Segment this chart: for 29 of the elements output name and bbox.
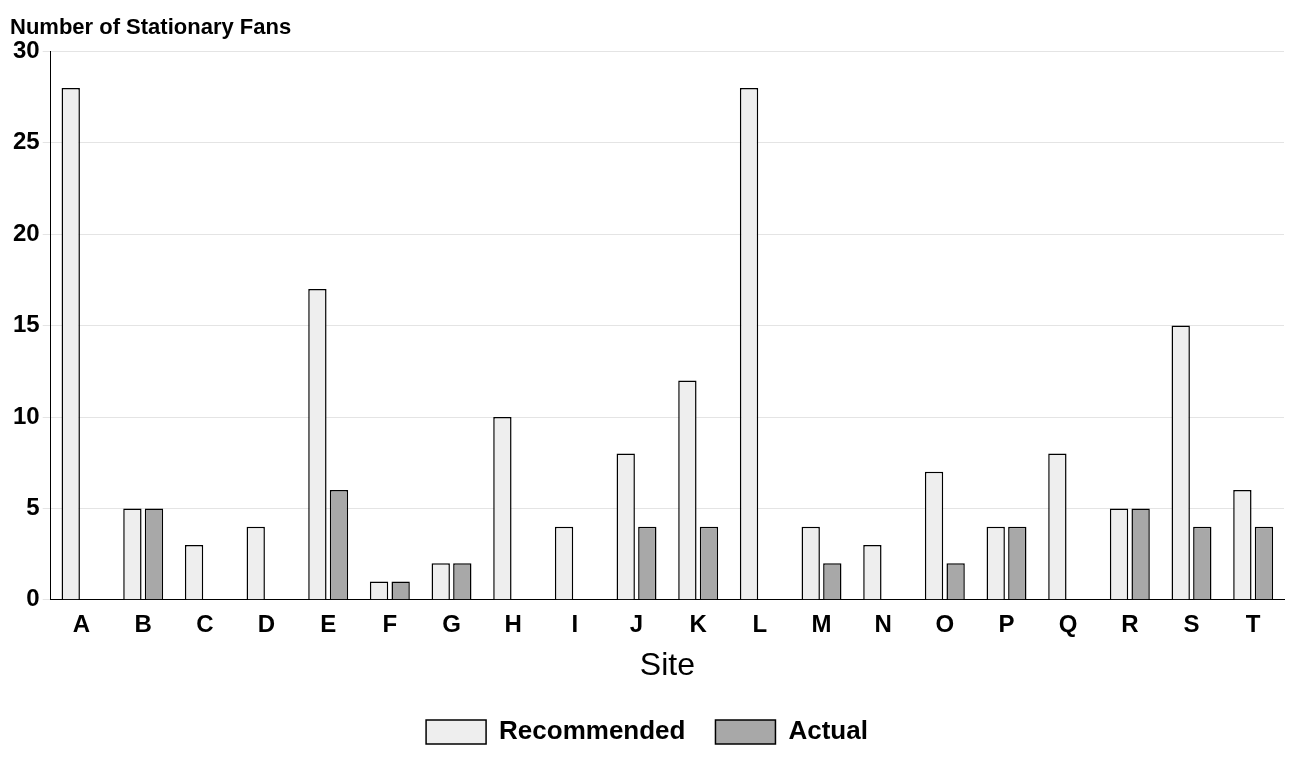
y-tick-label: 10: [12, 401, 40, 429]
x-tick-label: R: [1121, 609, 1139, 637]
x-tick-label: M: [811, 609, 832, 637]
x-tick-label: B: [134, 609, 152, 637]
y-tick-label: 25: [12, 127, 40, 155]
x-tick-label: G: [442, 609, 461, 637]
x-tick-label: J: [629, 609, 644, 637]
x-tick-label: H: [504, 609, 522, 637]
x-tick-label: S: [1183, 609, 1200, 637]
legend-label: Actual: [788, 715, 868, 746]
x-tick-label: I: [571, 609, 579, 637]
y-tick-label: 15: [12, 310, 40, 338]
x-axis-title: Site: [639, 645, 695, 682]
y-tick-label: 5: [26, 493, 40, 521]
legend-label: Recommended: [499, 715, 686, 746]
x-tick-label: K: [689, 609, 708, 637]
x-tick-label: F: [382, 609, 398, 637]
x-tick-label: A: [72, 609, 91, 637]
x-tick-label: O: [935, 609, 955, 637]
y-tick-label: 20: [12, 218, 40, 246]
x-tick-label: L: [752, 609, 768, 637]
x-tick-label: Q: [1058, 609, 1078, 637]
x-tick-label: C: [196, 609, 214, 637]
y-tick-label: 0: [26, 584, 40, 612]
x-tick-label: P: [998, 609, 1015, 637]
x-tick-label: E: [320, 609, 337, 637]
x-tick-label: D: [257, 609, 276, 637]
x-tick-label: N: [874, 609, 892, 637]
x-tick-label: T: [1245, 609, 1261, 637]
